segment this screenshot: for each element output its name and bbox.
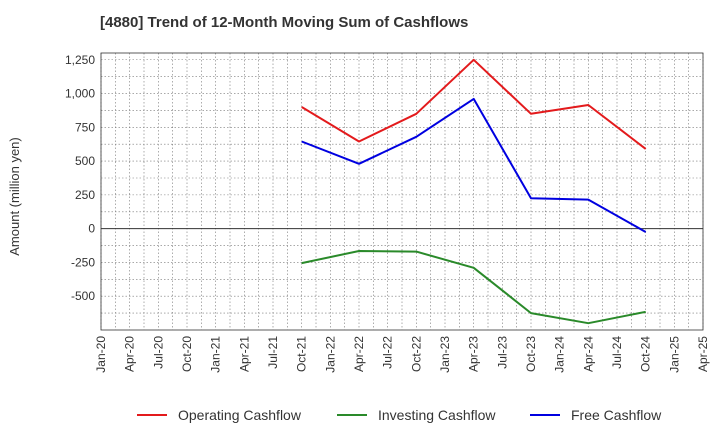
x-tick-label: Apr-20	[123, 336, 137, 372]
x-tick-label: Jan-24	[553, 336, 567, 373]
legend-label: Free Cashflow	[571, 407, 662, 423]
x-tick-label: Apr-25	[696, 336, 710, 372]
plot-border	[100, 52, 704, 331]
x-tick-label: Jul-23	[495, 336, 509, 369]
x-tick-label: Jan-23	[438, 336, 452, 373]
x-tick-label: Apr-22	[352, 336, 366, 372]
x-tick-label: Jul-20	[151, 336, 165, 369]
x-tick-label: Jan-21	[209, 336, 223, 373]
y-tick-label: 1,000	[65, 87, 95, 101]
x-tick-label: Jul-24	[610, 336, 624, 369]
x-tick-label: Oct-21	[295, 336, 309, 372]
y-tick-label: 250	[75, 188, 95, 202]
y-tick-label: 0	[88, 222, 95, 236]
legend-label: Operating Cashflow	[178, 407, 302, 423]
x-tick-label: Apr-24	[581, 336, 595, 372]
x-tick-label: Jan-25	[667, 336, 681, 373]
y-tick-label: 1,250	[65, 53, 95, 67]
x-tick-label: Jan-22	[323, 336, 337, 373]
x-tick-label: Apr-21	[237, 336, 251, 372]
y-tick-label: -250	[71, 255, 95, 269]
x-tick-label: Oct-22	[409, 336, 423, 372]
series-line-free-cashflow	[301, 97, 647, 233]
legend-label: Investing Cashflow	[378, 407, 496, 423]
y-tick-label: 750	[75, 120, 95, 134]
x-tick-label: Jul-21	[266, 336, 280, 369]
x-tick-label: Oct-24	[639, 336, 653, 372]
y-tick-label: -500	[71, 289, 95, 303]
y-tick-label: 500	[75, 154, 95, 168]
series-line-operating-cashflow	[301, 58, 647, 150]
x-tick-label: Oct-23	[524, 336, 538, 372]
x-tick-label: Jan-20	[94, 336, 108, 373]
x-tick-label: Oct-20	[180, 336, 194, 372]
series-line-investing-cashflow	[301, 250, 646, 325]
y-axis-label: Amount (million yen)	[7, 137, 22, 256]
x-tick-label: Jul-22	[381, 336, 395, 369]
chart-title: [4880] Trend of 12-Month Moving Sum of C…	[100, 14, 469, 31]
x-tick-label: Apr-23	[467, 336, 481, 372]
